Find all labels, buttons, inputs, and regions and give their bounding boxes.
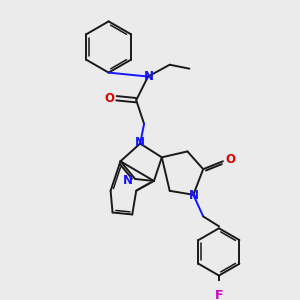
- Text: O: O: [226, 153, 236, 166]
- Text: N: N: [189, 189, 199, 202]
- Text: O: O: [105, 92, 115, 105]
- Text: N: N: [123, 175, 133, 188]
- Text: N: N: [135, 136, 145, 149]
- Text: F: F: [215, 289, 223, 300]
- Text: N: N: [144, 70, 154, 83]
